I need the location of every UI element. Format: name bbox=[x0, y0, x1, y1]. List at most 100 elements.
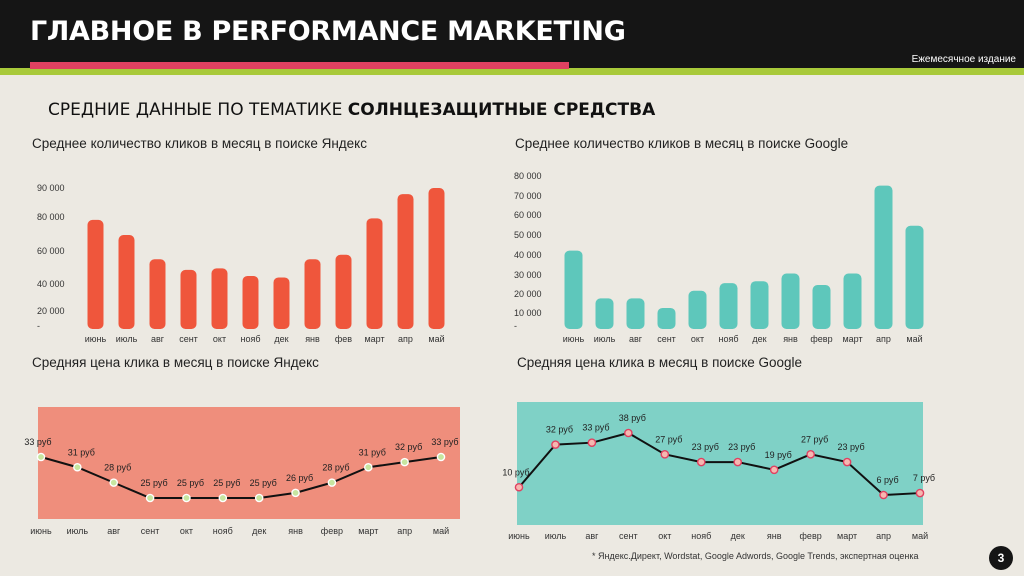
google-cpc-xtick-label: авг bbox=[585, 531, 599, 541]
google-cpc-point bbox=[624, 428, 633, 438]
yandex-clicks-ytick-label: 20 000 bbox=[37, 306, 65, 316]
header: ГЛАВНОЕ В PERFORMANCE MARKETING Ежемесяч… bbox=[0, 0, 1024, 68]
google-clicks-bar bbox=[781, 273, 800, 329]
google-clicks-xtick-label: апр bbox=[876, 334, 891, 344]
yandex-cpc-data-label: 28 руб bbox=[104, 463, 131, 473]
google-clicks-xtick-label: май bbox=[906, 334, 922, 344]
google-cpc-data-label: 23 руб bbox=[838, 442, 865, 452]
google-clicks-ytick-label: 50 000 bbox=[514, 230, 542, 240]
yandex-clicks-bar bbox=[211, 268, 228, 329]
yandex-clicks-bar bbox=[273, 277, 290, 329]
google-clicks-xtick-label: нояб bbox=[718, 334, 738, 344]
yandex-cpc-xtick-label: сент bbox=[141, 526, 160, 536]
google-clicks-bar bbox=[905, 225, 924, 329]
yandex-cpc-xtick-label: авг bbox=[107, 526, 121, 536]
yandex-clicks-xtick-label: апр bbox=[398, 334, 413, 344]
google-clicks-xtick-label: дек bbox=[752, 334, 766, 344]
yandex-cpc-data-label: 26 руб bbox=[286, 473, 313, 483]
google-cpc-point bbox=[696, 457, 706, 467]
google-clicks-xtick-label: авг bbox=[629, 334, 643, 344]
yandex-clicks-xtick-label: янв bbox=[305, 334, 320, 344]
yandex-cpc-xtick-label: окт bbox=[180, 526, 193, 536]
chart-title-yandex-clicks: Среднее количество кликов в месяц в поис… bbox=[32, 136, 367, 151]
google-cpc-data-label: 23 руб bbox=[728, 442, 755, 452]
yandex-cpc-data-label: 33 руб bbox=[431, 437, 458, 447]
pink-underline bbox=[30, 62, 569, 69]
yandex-clicks-xtick-label: фев bbox=[335, 334, 352, 344]
yandex-cpc-xtick-label: март bbox=[358, 526, 378, 536]
yandex-clicks-ytick-label: 80 000 bbox=[37, 212, 65, 222]
google-clicks-xtick-label: февр bbox=[810, 334, 832, 344]
yandex-clicks-ytick-label: 60 000 bbox=[37, 246, 65, 256]
google-cpc-xtick-label: июль bbox=[545, 531, 567, 541]
google-cpc-xtick-label: май bbox=[912, 531, 928, 541]
page-title: ГЛАВНОЕ В PERFORMANCE MARKETING bbox=[30, 16, 626, 47]
yandex-clicks-xtick-label: авг bbox=[151, 334, 165, 344]
google-clicks-bar bbox=[564, 250, 583, 329]
google-cpc-point bbox=[551, 440, 560, 449]
google-cpc-xtick-label: дек bbox=[731, 531, 745, 541]
google-clicks-ytick-label: 20 000 bbox=[514, 289, 542, 299]
yandex-cpc-xtick-label: май bbox=[433, 526, 449, 536]
google-clicks-ytick-label: 40 000 bbox=[514, 250, 542, 260]
yandex-cpc-background bbox=[38, 407, 460, 519]
google-cpc-xtick-label: март bbox=[837, 531, 857, 541]
yandex-cpc-point bbox=[145, 493, 155, 503]
yandex-cpc-data-label: 31 руб bbox=[68, 447, 95, 457]
green-stripe bbox=[0, 68, 1024, 75]
google-clicks-bar bbox=[595, 298, 614, 329]
chart-title-google-clicks: Среднее количество кликов в месяц в поис… bbox=[515, 136, 849, 151]
google-cpc-data-label: 27 руб bbox=[655, 434, 682, 444]
google-cpc-point bbox=[806, 450, 815, 459]
google-cpc-point bbox=[587, 438, 597, 447]
yandex-cpc-data-label: 32 руб bbox=[395, 442, 422, 452]
google-clicks-bar bbox=[843, 273, 862, 329]
google-clicks-bar bbox=[874, 185, 893, 329]
yandex-cpc-xtick-label: нояб bbox=[213, 526, 233, 536]
google-cpc-point bbox=[514, 482, 524, 492]
section-subtitle: СРЕДНИЕ ДАННЫЕ ПО ТЕМАТИКЕ СОЛНЦЕЗАЩИТНЫ… bbox=[48, 100, 655, 120]
google-clicks-ytick-label: 10 000 bbox=[514, 308, 542, 318]
yandex-cpc-point bbox=[254, 493, 264, 503]
yandex-cpc-data-label: 25 руб bbox=[213, 478, 240, 488]
subtitle-topic: СОЛНЦЕЗАЩИТНЫЕ СРЕДСТВА bbox=[347, 100, 656, 120]
yandex-cpc-data-label: 25 руб bbox=[141, 478, 168, 488]
yandex-cpc-xtick-label: апр bbox=[397, 526, 412, 536]
yandex-cpc-data-label: 33 руб bbox=[24, 437, 51, 447]
yandex-clicks-bar bbox=[149, 259, 166, 329]
yandex-clicks-xtick-label: март bbox=[364, 334, 384, 344]
google-clicks-xtick-label: июнь bbox=[563, 334, 585, 344]
yandex-clicks-bar bbox=[366, 218, 383, 329]
google-cpc-xtick-label: апр bbox=[876, 531, 891, 541]
yandex-clicks-bar bbox=[304, 259, 321, 329]
yandex-clicks-bar bbox=[118, 235, 135, 329]
google-cpc-data-label: 10 руб bbox=[502, 467, 529, 477]
google-cpc-data-label: 6 руб bbox=[876, 475, 898, 485]
google-clicks-ytick-label: 80 000 bbox=[514, 171, 542, 181]
google-cpc-data-label: 7 руб bbox=[913, 473, 935, 483]
yandex-cpc-point bbox=[327, 478, 337, 487]
yandex-clicks-bar bbox=[87, 219, 104, 329]
google-clicks-bar bbox=[626, 298, 645, 329]
yandex-clicks-xtick-label: май bbox=[428, 334, 444, 344]
yandex-clicks-xtick-label: июль bbox=[116, 334, 138, 344]
yandex-clicks-ytick-label: 40 000 bbox=[37, 279, 65, 289]
yandex-clicks-ytick-label: - bbox=[37, 321, 40, 331]
yandex-cpc-xtick-label: февр bbox=[321, 526, 343, 536]
yandex-cpc-xtick-label: дек bbox=[252, 526, 266, 536]
google-clicks-bar bbox=[719, 283, 738, 329]
google-cpc-data-label: 32 руб bbox=[546, 425, 573, 435]
edition-label: Ежемесячное издание bbox=[911, 54, 1016, 65]
yandex-clicks-xtick-label: окт bbox=[213, 334, 226, 344]
google-clicks-xtick-label: янв bbox=[783, 334, 798, 344]
yandex-clicks-xtick-label: нояб bbox=[240, 334, 260, 344]
google-clicks-bar bbox=[750, 281, 769, 329]
google-cpc-point bbox=[769, 465, 779, 475]
yandex-clicks-xtick-label: дек bbox=[274, 334, 288, 344]
google-cpc-background bbox=[517, 402, 923, 525]
google-cpc-xtick-label: окт bbox=[658, 531, 671, 541]
yandex-cpc-point bbox=[73, 462, 82, 472]
